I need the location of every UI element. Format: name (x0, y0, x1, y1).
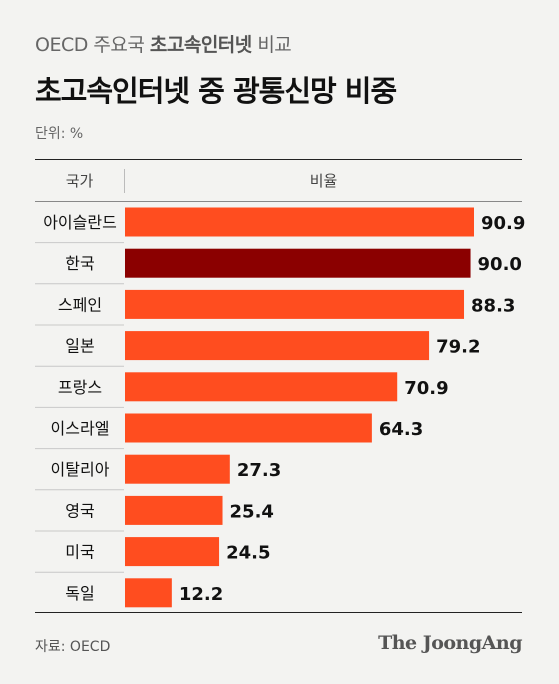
bar (125, 495, 223, 525)
category-label: 일본 (65, 337, 94, 356)
category-label: 독일 (65, 584, 94, 603)
header-ratio: 비율 (309, 172, 338, 190)
category-label: 아이슬란드 (43, 213, 117, 232)
source-label: 자료: OECD (35, 639, 111, 655)
value-label: 79.2 (436, 337, 480, 358)
bar (125, 372, 398, 402)
category-label: 스페인 (58, 295, 102, 314)
bar (125, 289, 465, 319)
value-label: 24.5 (226, 543, 270, 564)
header-rule (35, 201, 522, 202)
subtitle-suffix: 비교 (257, 34, 292, 56)
value-label: 88.3 (471, 295, 515, 316)
value-label: 90.0 (478, 254, 522, 275)
subtitle-strong: 초고속인터넷 (149, 34, 252, 56)
publisher-logo: The JoongAng (378, 632, 522, 654)
category-label: 한국 (65, 254, 94, 273)
value-label: 90.9 (481, 213, 525, 234)
subtitle-prefix: OECD 주요국 (35, 34, 145, 56)
header-country: 국가 (65, 172, 94, 190)
value-label: 70.9 (404, 378, 448, 399)
bar (125, 454, 230, 484)
value-label: 12.2 (179, 584, 223, 605)
chart-subtitle: OECD 주요국 초고속인터넷 비교 (35, 30, 292, 57)
value-label: 64.3 (379, 419, 423, 440)
bar (125, 537, 220, 567)
unit-label: 단위: % (35, 126, 84, 142)
bar (125, 413, 372, 443)
category-label: 이스라엘 (51, 419, 110, 438)
bar (125, 578, 172, 608)
bottom-rule (35, 612, 522, 613)
category-label: 이탈리아 (51, 460, 110, 479)
category-label: 영국 (65, 501, 94, 520)
value-label: 27.3 (237, 460, 281, 481)
bar (125, 331, 430, 361)
value-label: 25.4 (230, 501, 274, 522)
chart-title: 초고속인터넷 중 광통신망 비중 (35, 74, 397, 108)
category-label: 프랑스 (58, 378, 102, 397)
bar-highlight (125, 248, 471, 278)
header-separator (124, 169, 125, 193)
top-rule (35, 159, 522, 160)
category-label: 미국 (65, 543, 94, 562)
bar (125, 207, 474, 237)
